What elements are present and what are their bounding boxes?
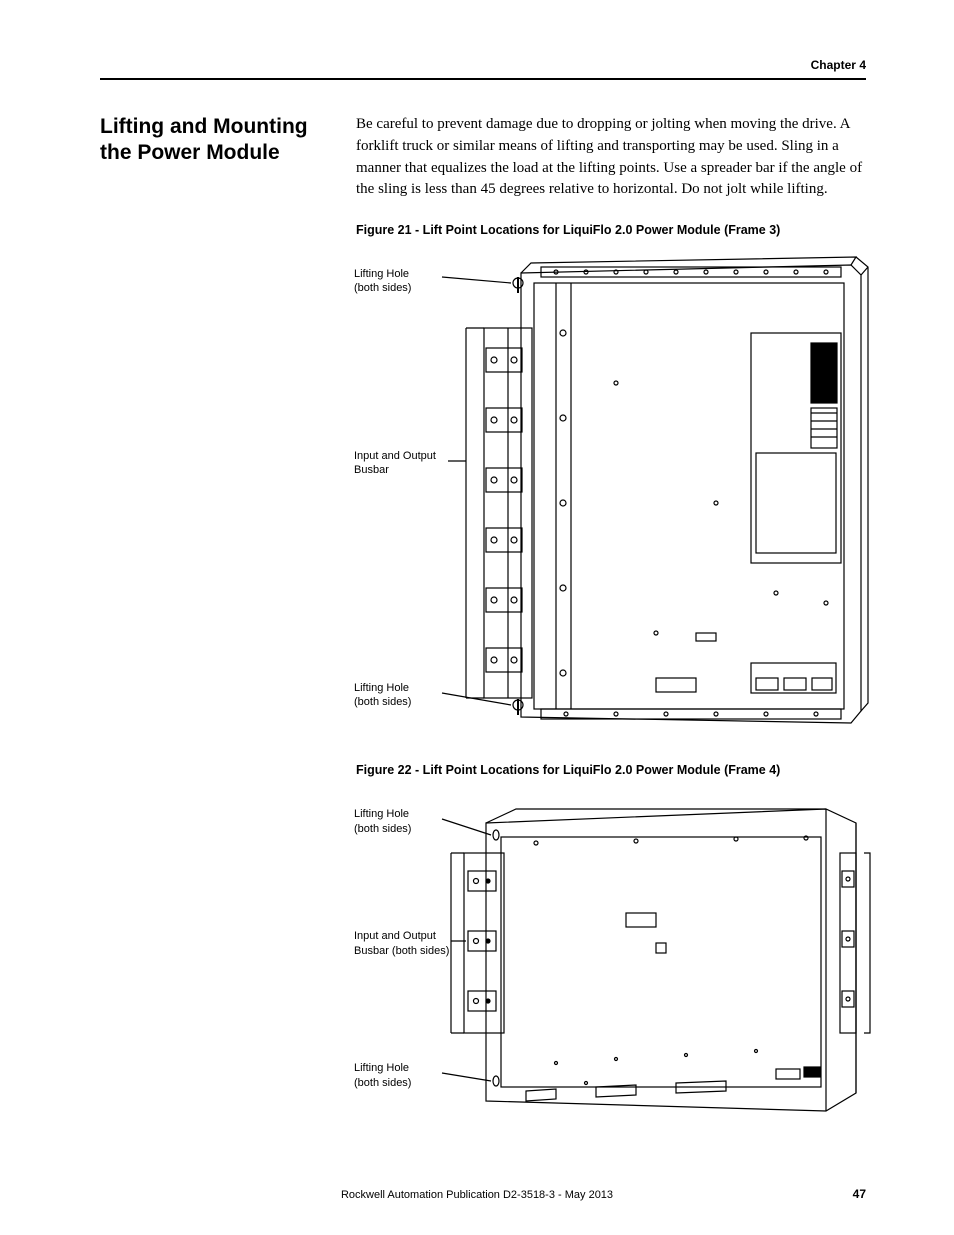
body-paragraph: Be careful to prevent damage due to drop…	[356, 114, 866, 201]
header-rule	[100, 78, 866, 80]
content-row: Lifting and Mounting the Power Module Be…	[100, 114, 866, 1161]
chapter-label: Chapter 4	[100, 58, 866, 72]
figure21-caption: Figure 21 - Lift Point Locations for Liq…	[356, 221, 866, 239]
section-heading: Lifting and Mounting the Power Module	[100, 114, 328, 167]
footer-publication: Rockwell Automation Publication D2-3518-…	[0, 1189, 954, 1201]
figure22-diagram	[356, 793, 876, 1133]
figure21-area: Lifting Hole(both sides) Input and Outpu…	[356, 253, 866, 733]
page-number: 47	[853, 1187, 866, 1201]
figure22-caption: Figure 22 - Lift Point Locations for Liq…	[356, 761, 866, 779]
figure21-diagram	[356, 253, 876, 733]
page-footer: Rockwell Automation Publication D2-3518-…	[0, 1189, 954, 1201]
figure22-area: Lifting Hole(both sides) Input and Outpu…	[356, 793, 866, 1133]
